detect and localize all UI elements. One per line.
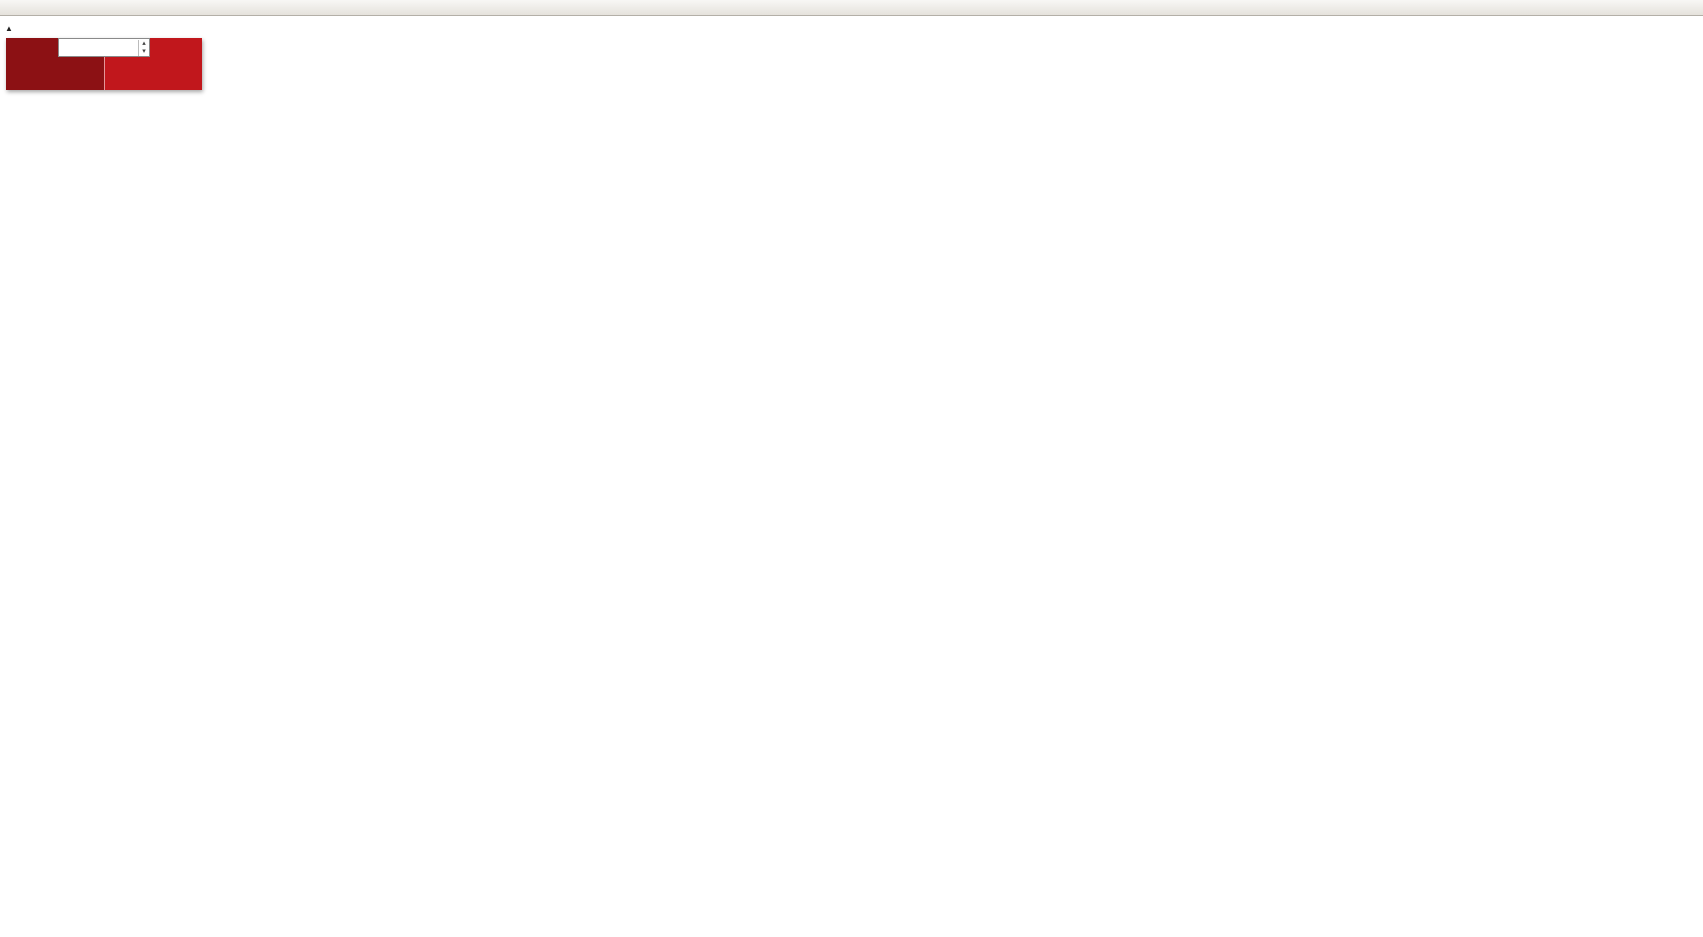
sell-button[interactable] xyxy=(6,38,58,57)
one-click-collapse-icon[interactable] xyxy=(5,22,13,34)
volume-up-icon[interactable] xyxy=(139,40,149,48)
symbol-header xyxy=(5,22,48,34)
volume-down-icon[interactable] xyxy=(139,48,149,56)
volume-stepper[interactable] xyxy=(138,39,149,56)
toolbar xyxy=(0,0,1703,16)
sell-price[interactable] xyxy=(6,57,104,90)
volume-field[interactable] xyxy=(58,38,150,57)
one-click-trading-panel xyxy=(6,38,202,90)
buy-button[interactable] xyxy=(150,38,202,57)
buy-price[interactable] xyxy=(103,57,202,90)
